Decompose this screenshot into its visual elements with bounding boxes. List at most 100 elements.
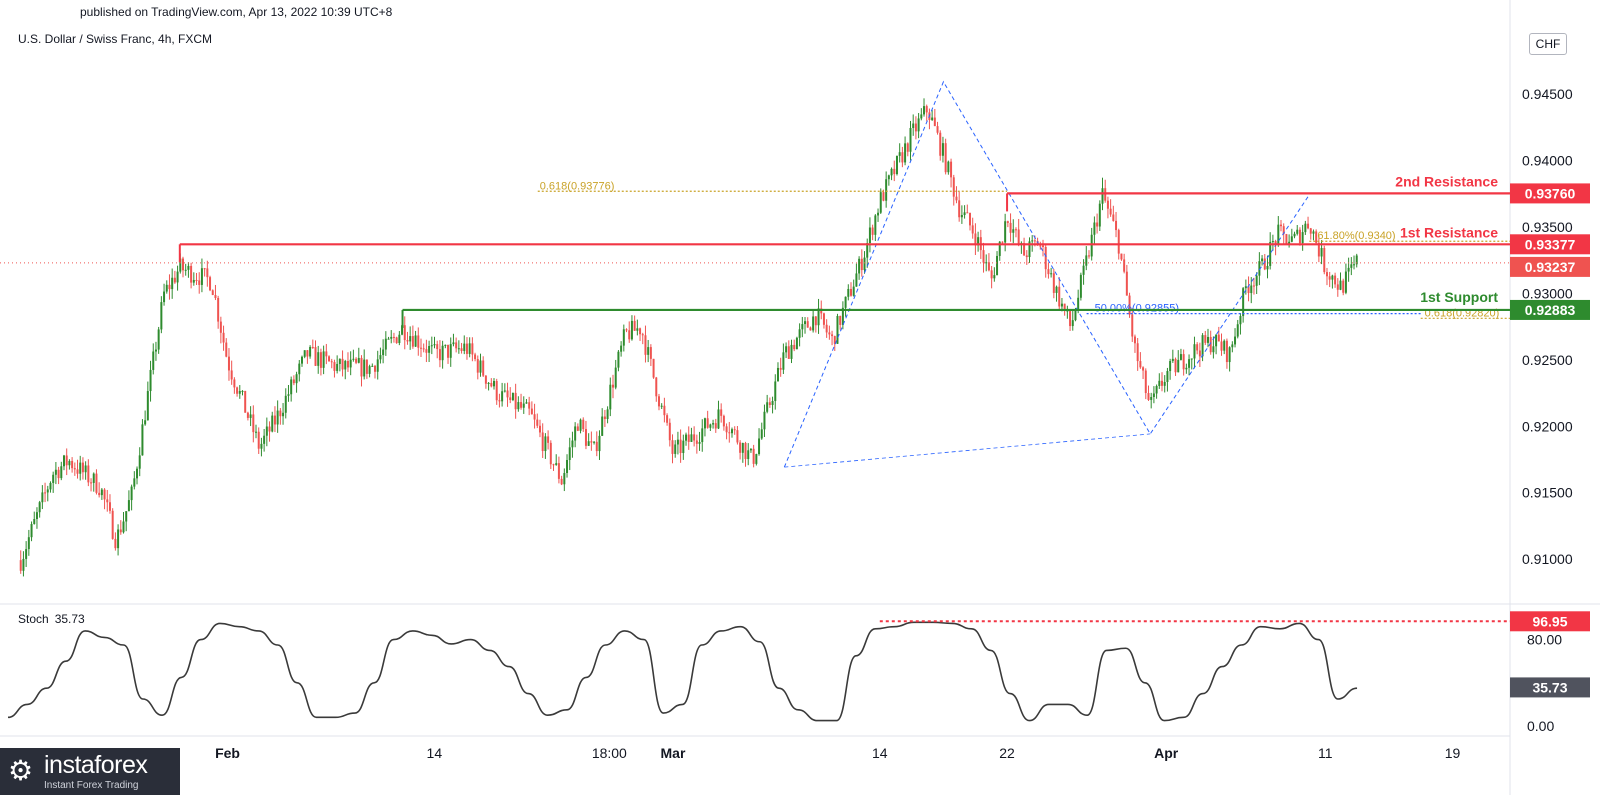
candle-body	[1125, 271, 1128, 296]
logo-name: instaforex	[44, 751, 148, 779]
candle-body	[601, 416, 604, 436]
candle-body	[1293, 233, 1296, 237]
candle-body	[1163, 381, 1166, 386]
candle-body	[484, 375, 487, 384]
candle-body	[1182, 354, 1185, 370]
stoch-label: Stoch	[18, 612, 49, 626]
candle-body	[844, 296, 847, 308]
logo-tagline: Instant Forex Trading	[44, 780, 139, 791]
candle-body	[222, 332, 225, 343]
candle-body	[1231, 344, 1234, 348]
candle-body	[530, 408, 533, 415]
candle-body	[1033, 240, 1036, 242]
candle-body	[1009, 222, 1012, 233]
candle-body	[357, 357, 360, 363]
candle-body	[390, 336, 393, 339]
candles	[19, 98, 1358, 577]
candle-body	[641, 334, 644, 336]
candle-body	[1334, 275, 1337, 285]
candle-body	[1144, 370, 1147, 394]
candle-body	[933, 117, 936, 127]
candle-body	[1177, 359, 1180, 373]
candle-body	[430, 345, 433, 347]
candle-body	[855, 273, 858, 287]
candle-body	[303, 350, 306, 357]
candle-body	[409, 336, 412, 342]
candle-body	[630, 320, 633, 340]
candle-body	[822, 313, 825, 325]
gear-logo-icon: ⚙	[8, 755, 34, 786]
candle-body	[874, 215, 877, 235]
price-tick-label: 0.94500	[1522, 86, 1573, 102]
candle-body	[717, 409, 720, 429]
candle-body	[1271, 241, 1274, 243]
level-price-label: 0.92883	[1525, 302, 1576, 318]
candle-body	[841, 307, 844, 325]
candle-body	[206, 268, 209, 278]
candle-body	[76, 469, 79, 474]
candle-body	[1128, 295, 1131, 315]
candle-body	[1312, 231, 1315, 234]
candle-body	[171, 277, 174, 290]
candle-body	[1220, 341, 1223, 351]
candle-body	[1185, 367, 1188, 370]
candle-body	[1101, 188, 1104, 204]
candle-body	[411, 336, 414, 347]
candle-body	[419, 347, 422, 349]
currency-button[interactable]: CHF	[1529, 33, 1567, 55]
candle-body	[804, 321, 807, 325]
candle-body	[244, 390, 247, 413]
candle-body	[62, 455, 65, 467]
candle-body	[674, 444, 677, 454]
candle-body	[1355, 255, 1358, 265]
candle-body	[644, 335, 647, 355]
candle-body	[828, 332, 831, 335]
price-tick-label: 0.92000	[1522, 418, 1573, 434]
symbol-title: U.S. Dollar / Swiss Franc, 4h, FXCM	[18, 32, 213, 46]
candle-body	[330, 361, 333, 363]
candle-body	[295, 374, 298, 384]
candle-body	[22, 558, 25, 571]
candle-body	[1106, 200, 1109, 209]
candle-body	[1252, 285, 1255, 287]
candle-body	[511, 392, 514, 401]
candle-body	[990, 270, 993, 279]
candle-body	[877, 212, 880, 216]
candle-body	[65, 455, 68, 466]
candle-body	[817, 308, 820, 326]
candle-body	[130, 486, 133, 501]
candle-body	[923, 106, 926, 115]
candle-body	[441, 345, 444, 361]
time-tick-label: 14	[427, 745, 443, 761]
candle-body	[557, 463, 560, 479]
candle-body	[1169, 361, 1172, 372]
candle-body	[398, 334, 401, 344]
candle-body	[1139, 361, 1142, 368]
candle-body	[368, 366, 371, 374]
candle-body	[1071, 320, 1074, 327]
candle-body	[1150, 397, 1153, 400]
candle-body	[879, 192, 882, 213]
candle-body	[1344, 271, 1347, 293]
candle-body	[1212, 346, 1215, 353]
candle-body	[633, 320, 636, 331]
candle-body	[192, 279, 195, 283]
candle-body	[257, 431, 260, 449]
instaforex-logo: ⚙ instaforex Instant Forex Trading	[0, 748, 180, 795]
candle-body	[203, 268, 206, 270]
candle-body	[1206, 336, 1209, 343]
candle-body	[544, 436, 547, 452]
candle-body	[474, 354, 477, 360]
candle-body	[81, 462, 84, 473]
candle-body	[882, 192, 885, 201]
stoch-tick-label: 80.00	[1527, 632, 1562, 648]
candle-body	[33, 519, 36, 525]
candle-body	[1093, 222, 1096, 235]
candle-body	[1112, 214, 1115, 221]
candle-body	[987, 262, 990, 271]
candle-body	[349, 359, 352, 368]
candle-body	[766, 402, 769, 412]
candle-body	[482, 360, 485, 376]
candle-body	[1044, 246, 1047, 270]
